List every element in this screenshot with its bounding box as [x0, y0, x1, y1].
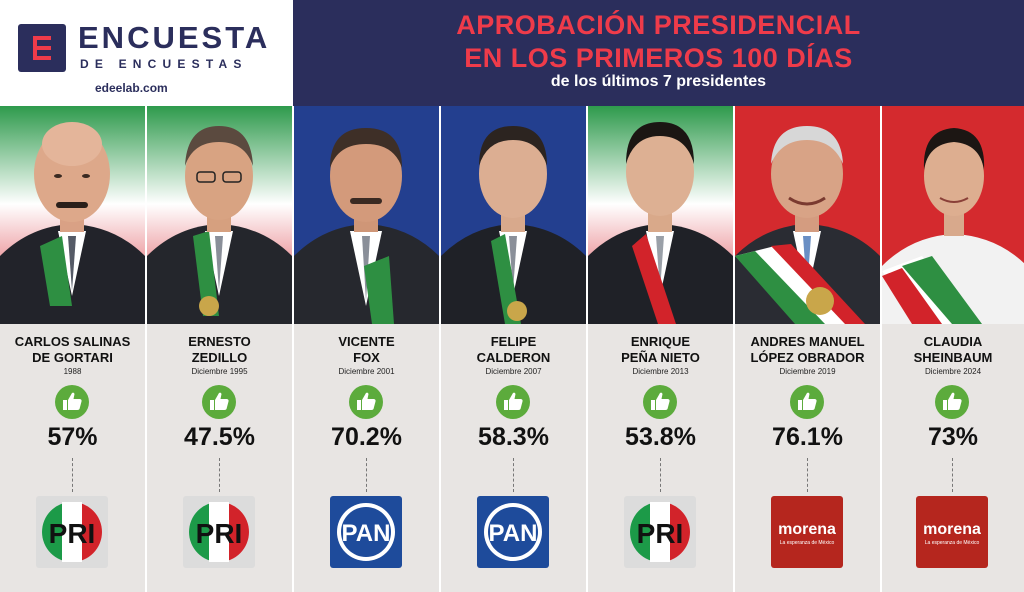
president-name: CLAUDIA SHEINBAUM: [913, 334, 993, 365]
connector-line: [513, 458, 514, 492]
approval-percent: 76.1%: [772, 423, 843, 451]
title-line-2: EN LOS PRIMEROS 100 DÍAS: [464, 43, 853, 73]
brand-e-icon: [18, 24, 66, 72]
president-name: ANDRES MANUEL LÓPEZ OBRADOR: [750, 334, 865, 365]
subtitle: de los últimos 7 presidentes: [550, 73, 767, 90]
approval-percent: 53.8%: [625, 423, 696, 451]
president-name: ERNESTO ZEDILLO: [188, 334, 251, 365]
approval-percent: 70.2%: [331, 423, 402, 451]
president-card: VICENTE FOX Diciembre 2001 70.2% PAN: [294, 106, 439, 592]
president-name: VICENTE FOX: [338, 334, 395, 365]
approval-percent: 57%: [47, 423, 98, 451]
president-card: ENRIQUE PEÑA NIETO Diciembre 2013 53.8% …: [588, 106, 733, 592]
president-date: Diciembre 2024: [924, 367, 982, 376]
thumbs-up-icon: [496, 385, 530, 419]
approval-percent: 47.5%: [184, 423, 255, 451]
pri-text: PRI: [49, 518, 96, 549]
pan-text: PAN: [342, 520, 391, 547]
president-photo: [294, 106, 439, 324]
pan-text: PAN: [489, 520, 538, 547]
president-card: CLAUDIA SHEINBAUM Diciembre 2024 73% mor…: [882, 106, 1024, 592]
president-name: FELIPE CALDERON: [476, 334, 551, 365]
morena-tagline: La esperanza de México: [925, 540, 980, 546]
morena-text: morena: [778, 521, 836, 538]
connector-line: [72, 458, 73, 492]
approval-percent: 58.3%: [478, 423, 549, 451]
president-card: ERNESTO ZEDILLO Diciembre 1995 47.5% PRI: [147, 106, 292, 592]
header-banner: APROBACIÓN PRESIDENCIAL EN LOS PRIMEROS …: [293, 0, 1024, 106]
connector-line: [366, 458, 367, 492]
pri-logo: PRI: [36, 496, 108, 568]
connector-line: [807, 458, 808, 492]
thumbs-up-icon: [55, 385, 89, 419]
morena-text: morena: [923, 521, 981, 538]
brand-name: ENCUESTA: [78, 20, 271, 55]
president-date: Diciembre 2001: [338, 367, 395, 376]
thumbs-up-icon: [790, 385, 824, 419]
president-card: FELIPE CALDERON Diciembre 2007 58.3% PAN: [441, 106, 586, 592]
president-name: CARLOS SALINAS DE GORTARI: [14, 334, 131, 365]
president-photo: [0, 106, 145, 324]
pri-logo: PRI: [624, 496, 696, 568]
president-photo: [441, 106, 586, 324]
president-date: Diciembre 1995: [191, 367, 248, 376]
president-photo: [588, 106, 733, 324]
president-name: ENRIQUE PEÑA NIETO: [621, 334, 700, 365]
president-date: 1988: [63, 367, 82, 376]
connector-line: [952, 458, 953, 492]
president-photo: [735, 106, 880, 324]
president-date: Diciembre 2007: [485, 367, 542, 376]
pri-logo: PRI: [183, 496, 255, 568]
pri-text: PRI: [196, 518, 243, 549]
pan-logo: PAN: [330, 496, 402, 568]
connector-line: [660, 458, 661, 492]
connector-line: [219, 458, 220, 492]
title-line-1: APROBACIÓN PRESIDENCIAL: [456, 10, 861, 40]
president-grid: CARLOS SALINAS DE GORTARI 1988 57% PRI: [0, 106, 1024, 592]
president-card: CARLOS SALINAS DE GORTARI 1988 57% PRI: [0, 106, 145, 592]
thumbs-up-icon: [202, 385, 236, 419]
morena-logo: morena La esperanza de México: [916, 496, 988, 568]
brand-url: edeelab.com: [95, 81, 168, 95]
brand-subname: DE ENCUESTAS: [80, 57, 248, 71]
president-date: Diciembre 2019: [779, 367, 836, 376]
thumbs-up-icon: [935, 385, 969, 419]
president-card: ANDRES MANUEL LÓPEZ OBRADOR Diciembre 20…: [735, 106, 880, 592]
brand-logo: ENCUESTA DE ENCUESTAS edeelab.com: [0, 0, 293, 106]
thumbs-up-icon: [643, 385, 677, 419]
morena-tagline: La esperanza de México: [780, 540, 835, 546]
president-photo: [882, 106, 1024, 324]
approval-percent: 73%: [927, 423, 979, 451]
president-photo: [147, 106, 292, 324]
pan-logo: PAN: [477, 496, 549, 568]
pri-text: PRI: [637, 518, 684, 549]
president-date: Diciembre 2013: [632, 367, 689, 376]
thumbs-up-icon: [349, 385, 383, 419]
morena-logo: morena La esperanza de México: [771, 496, 843, 568]
